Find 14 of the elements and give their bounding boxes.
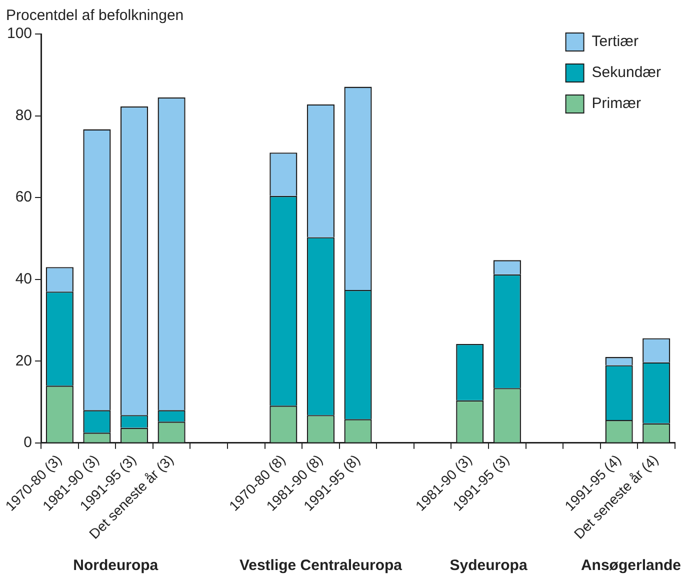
y-tick-label: 80 (15, 106, 32, 124)
text: Vestlige Centraleuropa (239, 557, 403, 574)
y-tick-label: 60 (15, 188, 32, 206)
legend-label: Tertiær (592, 33, 638, 50)
y-tick-label: 100 (6, 25, 32, 42)
y-tick-label: 20 (15, 352, 32, 370)
y-tick-label: 0 (24, 434, 32, 452)
text: Sydeuropa (450, 557, 528, 574)
text: Nordeuropa (73, 557, 159, 574)
y-tick-label: 40 (15, 270, 32, 288)
y-axis-title: Procentdel af befolkningen (6, 7, 184, 24)
legend-label: Sekundær (592, 64, 662, 82)
text: Ansøgerlande (580, 557, 682, 574)
legend-label: Primær (592, 95, 641, 112)
